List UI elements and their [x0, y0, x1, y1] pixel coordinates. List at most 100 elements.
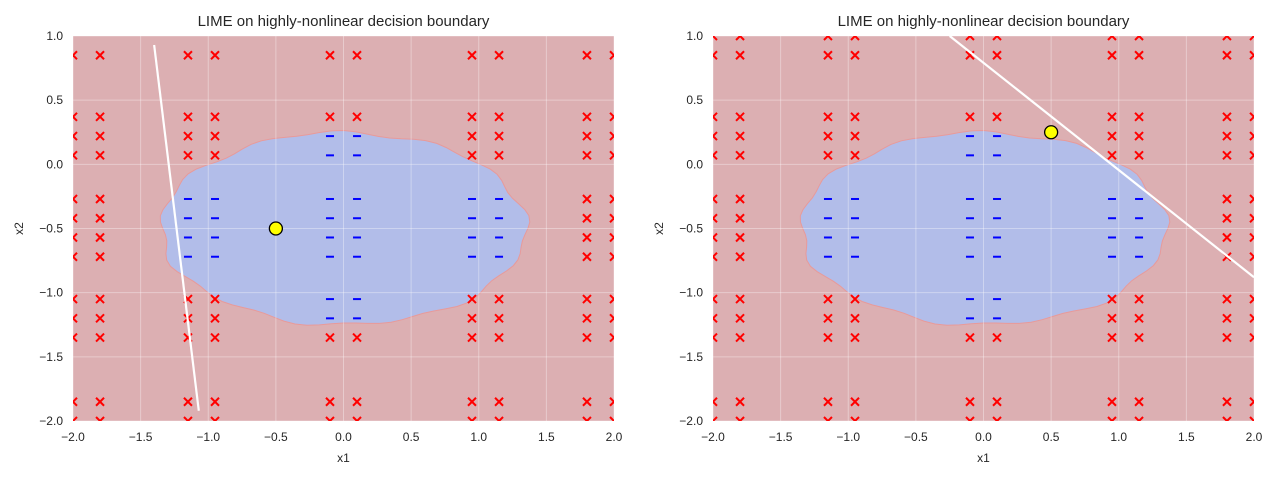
positive-sample-marker [1107, 112, 1117, 122]
x-stroke [1134, 150, 1144, 161]
x-stroke [713, 297, 718, 304]
x-stroke [1107, 416, 1114, 421]
x-stroke [735, 397, 745, 407]
x-stroke [609, 400, 614, 407]
x-stroke [73, 194, 78, 201]
x-stroke [1222, 112, 1232, 122]
x-stroke [1222, 194, 1232, 204]
x-stroke [609, 150, 614, 157]
x-stroke [823, 131, 833, 141]
positive-sample-marker [582, 252, 592, 262]
y-tick-label: −1.0 [39, 286, 63, 300]
x-stroke [186, 416, 193, 421]
x-tick-label: −1.5 [129, 430, 153, 444]
x-stroke [95, 416, 102, 421]
x-stroke [1222, 232, 1232, 243]
x-stroke [73, 134, 78, 141]
positive-sample-marker [95, 194, 105, 204]
x-stroke [609, 397, 614, 404]
x-tick-label: 1.0 [470, 430, 487, 444]
x-stroke [735, 112, 745, 122]
x-stroke [183, 150, 193, 161]
positive-sample-marker [609, 50, 614, 60]
positive-sample-marker [1222, 313, 1232, 324]
x-stroke [850, 397, 860, 407]
x-stroke [1249, 397, 1254, 404]
x-stroke [735, 332, 745, 343]
x-stroke [494, 416, 501, 421]
positive-sample-marker [735, 131, 745, 141]
x-stroke [1249, 416, 1254, 421]
x-stroke [582, 150, 592, 161]
lime-explanation-line [949, 36, 1254, 279]
x-stroke [609, 416, 614, 421]
positive-sample-marker [73, 294, 78, 304]
x-stroke [210, 131, 220, 141]
positive-sample-marker [850, 397, 860, 407]
x-stroke [850, 332, 860, 343]
x-stroke [73, 236, 78, 243]
positive-sample-marker [713, 397, 718, 407]
x-stroke [494, 50, 504, 60]
x-stroke [73, 112, 78, 119]
positive-sample-marker [823, 36, 833, 41]
x-tick-label: −1.0 [836, 430, 860, 444]
positive-sample-marker [183, 131, 193, 141]
x-stroke [850, 294, 860, 304]
positive-sample-marker [1249, 332, 1254, 343]
x-stroke [1249, 216, 1254, 223]
x-stroke [1134, 36, 1141, 41]
x-stroke [73, 294, 78, 301]
x-stroke [1107, 36, 1114, 41]
x-stroke [352, 397, 362, 407]
positive-sample-marker [582, 213, 592, 223]
x-stroke [73, 252, 78, 259]
x-stroke [609, 197, 614, 204]
positive-sample-marker [73, 416, 78, 421]
x-stroke [73, 232, 78, 239]
x-stroke [609, 194, 614, 201]
positive-sample-marker [965, 50, 975, 60]
x-stroke [95, 397, 105, 407]
y-tick-label: 0.5 [46, 93, 63, 107]
x-stroke [713, 336, 718, 343]
positive-sample-marker [73, 150, 78, 161]
x-stroke [965, 416, 972, 421]
positive-sample-marker [467, 332, 477, 343]
x-stroke [95, 213, 105, 223]
x-axis-label: x1 [337, 451, 350, 465]
sample-markers [73, 50, 614, 421]
x-stroke [968, 36, 975, 41]
positive-sample-marker [1249, 50, 1254, 60]
x-stroke [95, 150, 105, 161]
x-stroke [850, 131, 860, 141]
x-stroke [735, 50, 745, 60]
positive-sample-marker [73, 232, 78, 243]
positive-sample-marker [735, 36, 745, 41]
x-stroke [823, 397, 833, 407]
x-stroke [1249, 232, 1254, 239]
x-stroke [1107, 332, 1117, 343]
positive-sample-marker [823, 131, 833, 141]
positive-sample-marker [1107, 150, 1117, 161]
x-stroke [1134, 313, 1144, 324]
x-stroke [992, 50, 1002, 60]
x-stroke [1249, 316, 1254, 324]
positive-sample-marker [713, 294, 718, 304]
positive-sample-marker [713, 131, 718, 141]
x-stroke [823, 294, 833, 304]
x-stroke [1137, 416, 1144, 421]
positive-sample-marker [352, 112, 362, 122]
positive-sample-marker [1249, 294, 1254, 304]
x-tick-label: 1.0 [1110, 430, 1127, 444]
x-stroke [494, 112, 504, 122]
x-tick-label: −1.5 [769, 430, 793, 444]
x-tick-label: 1.5 [1178, 430, 1195, 444]
x-stroke [183, 416, 190, 421]
positive-sample-marker [582, 416, 592, 421]
positive-sample-marker [735, 397, 745, 407]
x-stroke [1134, 332, 1144, 343]
positive-sample-marker [1134, 36, 1144, 41]
x-stroke [1249, 255, 1254, 262]
positive-sample-marker [467, 112, 477, 122]
